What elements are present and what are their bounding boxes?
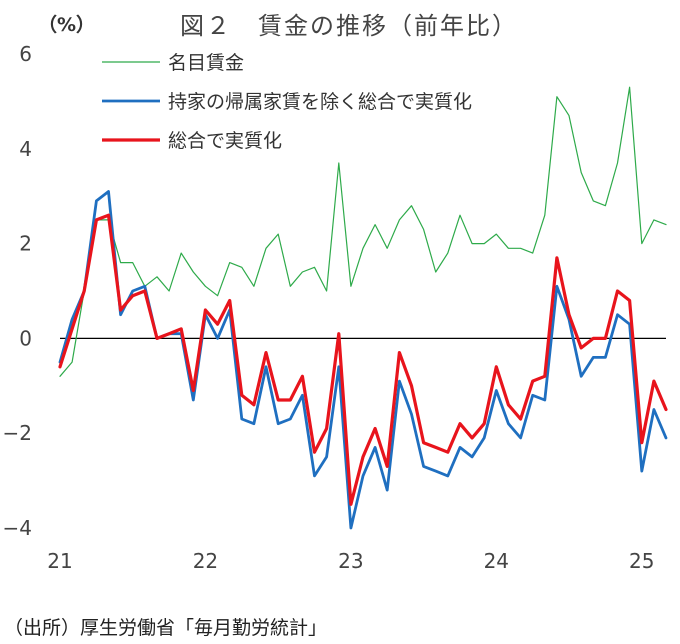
y-axis-unit-label: （%） — [38, 14, 96, 36]
x-tick-label: 22 — [193, 549, 218, 573]
legend-label-1: 名目賃金 — [168, 52, 244, 74]
series-line-3 — [58, 213, 668, 506]
legend-label-3: 総合で実質化 — [168, 130, 282, 152]
x-tick-label: 21 — [47, 549, 72, 573]
x-axis-ticks: 21 22 23 24 25 — [47, 549, 654, 573]
series-line-1 — [59, 86, 667, 377]
y-tick-label: −4 — [3, 516, 32, 540]
y-tick-label: 4 — [19, 137, 32, 161]
x-tick-label: 25 — [629, 549, 654, 573]
x-tick-label: 23 — [338, 549, 363, 573]
x-tick-label: 24 — [484, 549, 509, 573]
y-tick-label: −2 — [3, 421, 32, 445]
y-tick-label: 6 — [19, 42, 32, 66]
y-tick-label: 2 — [19, 232, 32, 256]
series-line-2 — [58, 190, 668, 530]
y-axis-ticks: −4 −2 0 2 4 6 — [3, 42, 32, 540]
y-tick-label: 0 — [19, 326, 32, 350]
chart-title: 図２ 賃金の推移（前年比） — [180, 12, 518, 40]
source-note: （出所）厚生労働省「毎月勤労統計」 — [4, 617, 328, 639]
legend-label-2: 持家の帰属家賃を除く総合で実質化 — [168, 91, 472, 113]
series-layer — [58, 86, 668, 530]
